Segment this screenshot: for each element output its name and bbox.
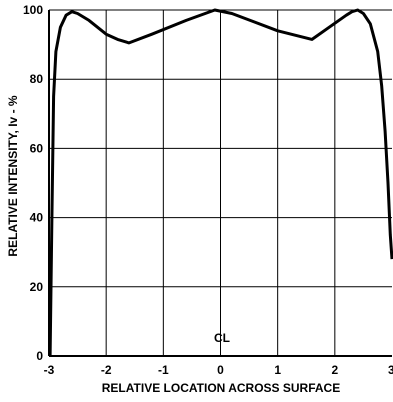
y-tick-label: 60 (30, 141, 44, 155)
x-tick-label: 2 (331, 363, 338, 377)
y-axis-title: RELATIVE INTENSITY, Iv - % (6, 95, 20, 256)
x-tick-labels: -3 -2 -1 0 1 2 3 (44, 363, 393, 377)
x-axis-title: RELATIVE LOCATION ACROSS SURFACE (102, 381, 340, 395)
x-tick-label: -2 (101, 363, 112, 377)
x-tick-label: 1 (274, 363, 281, 377)
x-tick-label: -3 (44, 363, 55, 377)
y-tick-labels: 0 20 40 60 80 100 (23, 3, 43, 363)
x-tick-label: 0 (217, 363, 224, 377)
y-tick-label: 20 (30, 280, 44, 294)
grid-lines (49, 10, 392, 356)
y-tick-label: 40 (30, 211, 44, 225)
y-tick-label: 100 (23, 3, 43, 17)
x-tick-label: 3 (388, 363, 393, 377)
y-tick-label: 0 (36, 349, 43, 363)
x-tick-label: -1 (158, 363, 169, 377)
centerline-annotation: CL (214, 331, 230, 345)
intensity-curve (48, 8, 393, 357)
y-tick-label: 80 (30, 72, 44, 86)
